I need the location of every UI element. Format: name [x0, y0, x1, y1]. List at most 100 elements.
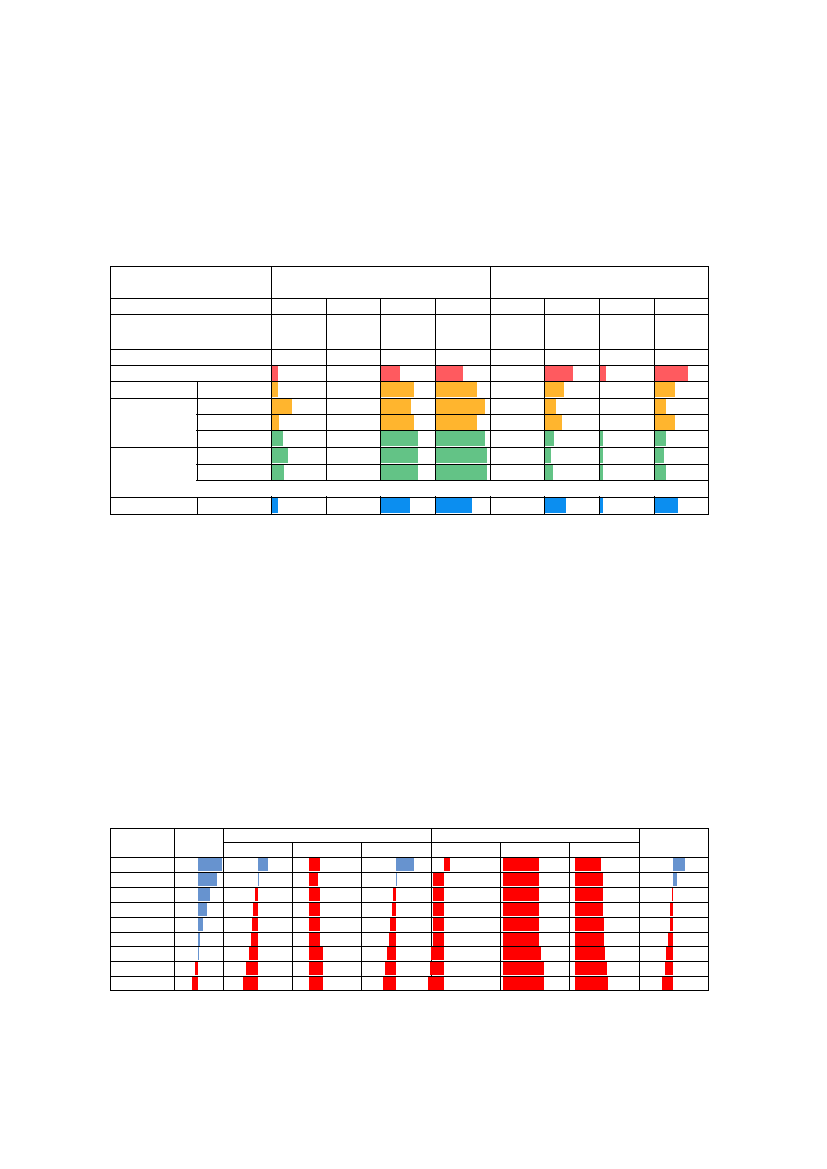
table2-data-bar	[670, 903, 673, 916]
table1-col-line	[599, 298, 600, 515]
table2-data-bar	[433, 918, 444, 931]
table2-data-bar	[433, 903, 444, 916]
table2-data-bar	[503, 918, 539, 931]
table1-data-bar	[436, 382, 477, 397]
table2-data-bar	[396, 858, 414, 871]
table2-data-bar	[503, 888, 539, 901]
table2-data-bar	[575, 903, 603, 916]
table1-merged-label	[111, 448, 196, 495]
table1-data-bar	[272, 415, 279, 430]
table2-data-bar	[255, 888, 258, 901]
table1-row-line	[110, 447, 709, 448]
table2-data-bar	[575, 933, 604, 946]
table2-data-bar	[430, 962, 444, 975]
table2-data-bar	[389, 933, 396, 946]
table1-row-line	[110, 497, 709, 498]
table1-data-bar	[381, 431, 418, 446]
table2-data-bar	[309, 918, 320, 931]
table2-data-bar	[252, 918, 258, 931]
table1-data-bar	[655, 448, 664, 463]
table1-row-line	[110, 398, 709, 399]
table1-col-line	[435, 298, 436, 515]
table1-merged-row	[111, 481, 708, 496]
table2-data-bar	[309, 933, 320, 946]
table2-data-bar	[431, 947, 444, 960]
table2-row-line	[110, 976, 709, 977]
table1-data-bar	[381, 448, 418, 463]
table2-row-line	[110, 857, 709, 858]
table2-data-bar	[390, 918, 396, 931]
table2-data-bar	[433, 873, 444, 886]
table2-row-line	[110, 961, 709, 962]
table1-data-bar	[545, 382, 564, 397]
table1-row-line	[110, 414, 709, 415]
table1-border	[110, 266, 709, 515]
table2-data-bar	[309, 903, 320, 916]
table1-data-bar	[272, 448, 288, 463]
table1-row-line	[110, 365, 709, 366]
table2-data-bar	[383, 977, 396, 990]
table2-data-bar	[309, 947, 323, 960]
table2-data-bar	[575, 873, 603, 886]
table2-data-bar	[309, 977, 323, 990]
table1-data-bar	[436, 399, 485, 414]
table2-row-line	[110, 932, 709, 933]
table2-data-bar	[662, 977, 673, 990]
table2-data-bar	[246, 962, 258, 975]
table1-data-bar	[545, 448, 551, 463]
table2-data-bar	[503, 933, 539, 946]
table1-data-bar	[545, 431, 554, 446]
table1-data-bar	[545, 366, 573, 381]
table1-data-bar	[436, 448, 487, 463]
table1-data-bar	[655, 498, 678, 513]
table2-data-bar	[309, 962, 323, 975]
table2-data-bar	[433, 933, 444, 946]
table1-merged-header	[655, 315, 708, 348]
table1-data-bar	[436, 431, 485, 446]
table1-data-bar	[655, 366, 688, 381]
table2-col-line	[292, 842, 293, 991]
table2-axis-tick	[258, 873, 259, 886]
table2-data-bar	[672, 888, 673, 901]
table2-data-bar	[385, 962, 396, 975]
table2-border	[110, 828, 709, 991]
table2-data-bar	[195, 962, 198, 975]
table1-data-bar	[655, 465, 666, 480]
table2-row-line	[110, 917, 709, 918]
table1-data-bar	[272, 465, 284, 480]
table2-axis-tick	[396, 873, 397, 886]
table1-data-bar	[600, 465, 603, 480]
table2-data-bar	[249, 947, 258, 960]
table2-data-bar	[393, 888, 396, 901]
table1-col-line	[271, 266, 272, 515]
table2-data-bar	[192, 977, 198, 990]
table1-data-bar	[655, 399, 666, 414]
table2-data-bar	[251, 933, 258, 946]
table1-data-bar	[545, 465, 553, 480]
table2-row-line	[110, 887, 709, 888]
table1-data-bar	[600, 448, 603, 463]
table1-data-bar	[655, 382, 675, 397]
table2-data-bar	[198, 933, 200, 946]
table1-data-bar	[436, 366, 463, 381]
table1-data-bar	[272, 498, 278, 513]
table1-data-bar	[436, 498, 472, 513]
table2-data-bar	[575, 918, 604, 931]
table1-col-line	[490, 266, 491, 515]
data-table-1	[110, 266, 709, 515]
table1-data-bar	[600, 498, 603, 513]
table1-row-line	[110, 298, 709, 299]
table1-data-bar	[381, 382, 414, 397]
table2-col-line	[223, 828, 224, 991]
table2-data-bar	[575, 977, 608, 990]
table2-col-line	[174, 828, 175, 991]
table2-data-bar	[503, 977, 544, 990]
table2-data-bar	[253, 903, 258, 916]
table1-data-bar	[381, 366, 400, 381]
table2-data-bar	[309, 888, 320, 901]
table2-data-bar	[575, 858, 601, 871]
table2-data-bar	[666, 947, 673, 960]
table1-data-bar	[272, 399, 292, 414]
table1-data-bar	[436, 415, 477, 430]
table2-row-line	[110, 872, 709, 873]
